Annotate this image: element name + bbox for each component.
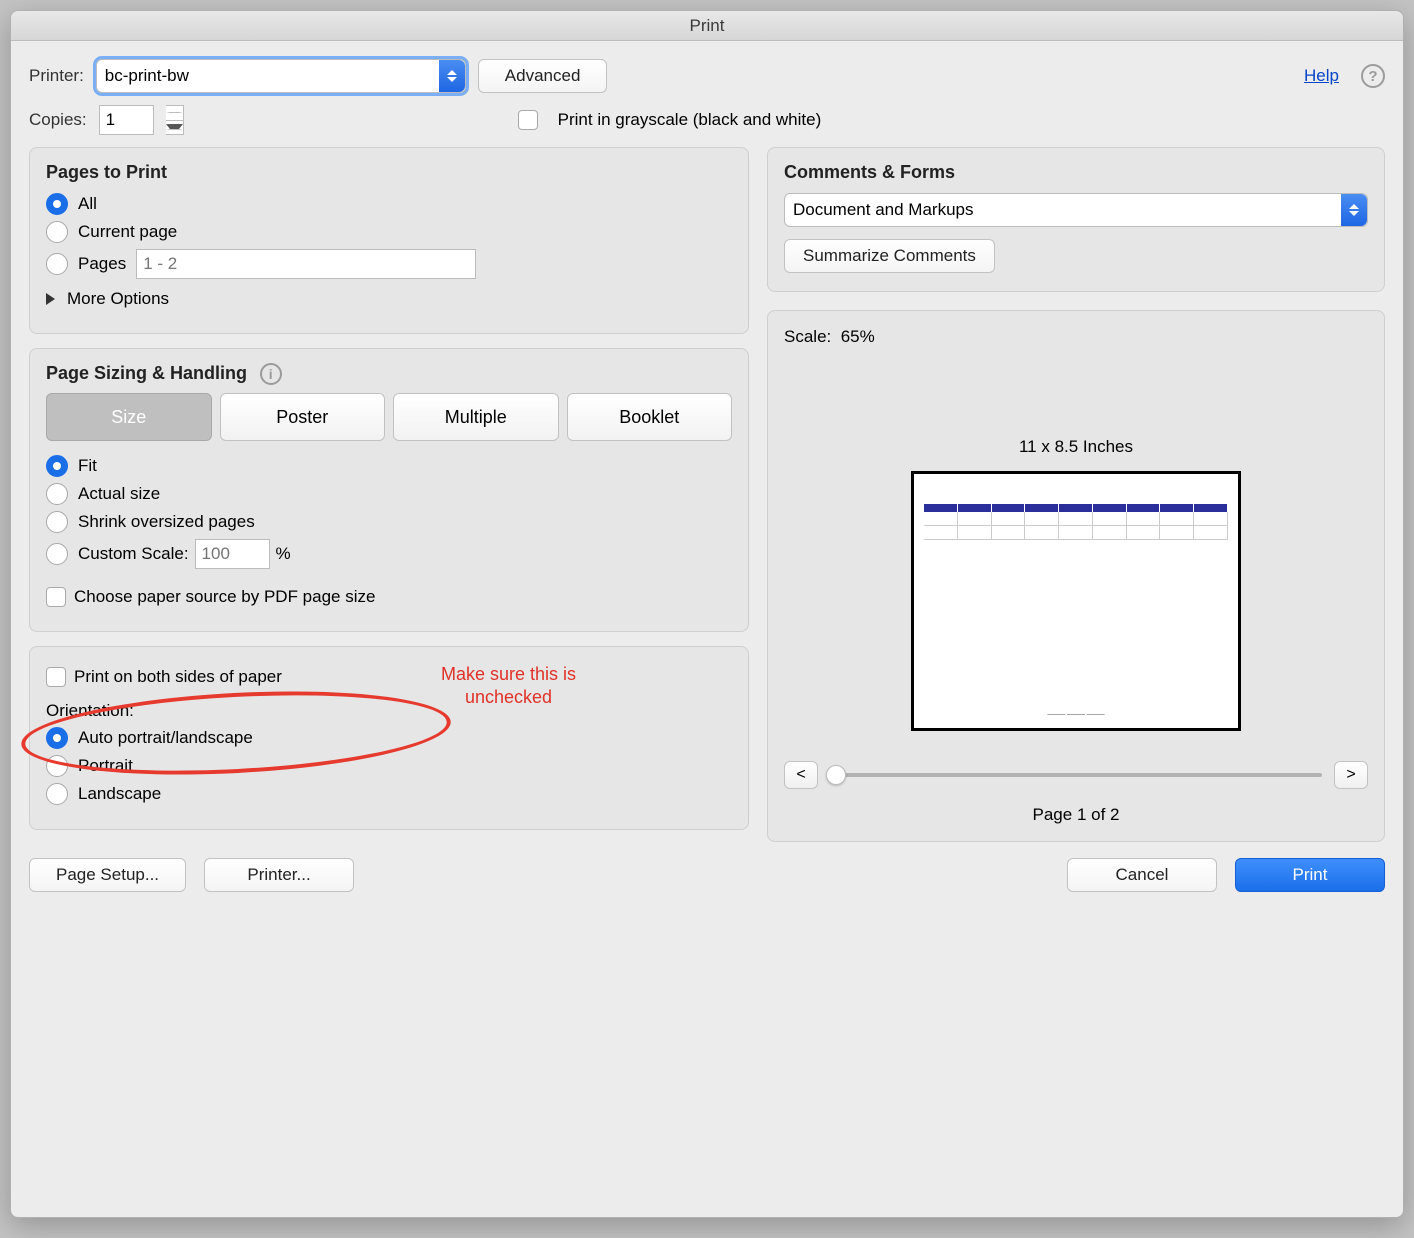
preview-panel: Scale: 65% 11 x 8.5 Inches ——— ——— ——— [767,310,1385,842]
radio-orient-auto[interactable] [46,727,68,749]
page-indicator: Page 1 of 2 [784,805,1368,825]
printer-select[interactable]: bc-print-bw [96,59,466,93]
pages-panel-title: Pages to Print [46,162,732,183]
radio-shrink[interactable] [46,511,68,533]
radio-orient-portrait[interactable] [46,755,68,777]
help-icon[interactable]: ? [1361,64,1385,88]
pages-to-print-panel: Pages to Print All Current page Pages Mo… [29,147,749,334]
grayscale-label: Print in grayscale (black and white) [558,110,822,130]
preview-dimensions: 11 x 8.5 Inches [784,437,1368,457]
preview-prev-button[interactable]: < [784,761,818,789]
info-icon[interactable]: i [260,363,282,385]
radio-actual[interactable] [46,483,68,505]
page-sizing-panel: Page Sizing & Handling i Size Poster Mul… [29,348,749,632]
choose-source-checkbox[interactable] [46,587,66,607]
printer-button[interactable]: Printer... [204,858,354,892]
copies-input[interactable] [99,105,154,135]
radio-current[interactable] [46,221,68,243]
comments-forms-panel: Comments & Forms Document and Markups Su… [767,147,1385,292]
printer-label: Printer: [29,66,84,86]
printer-row: Printer: bc-print-bw Advanced Help ? [29,59,1385,93]
orient-portrait-label: Portrait [78,756,133,776]
chevron-updown-icon [439,60,465,92]
preview-slider[interactable] [830,773,1322,777]
tab-booklet[interactable]: Booklet [567,393,733,441]
percent-label: % [276,544,291,564]
tab-size[interactable]: Size [46,393,212,441]
custom-scale-input[interactable] [195,539,270,569]
custom-scale-label: Custom Scale: [78,544,189,564]
pages-range-input[interactable] [136,249,476,279]
copies-row: Copies: Print in grayscale (black and wh… [29,105,1385,135]
print-dialog: Print Printer: bc-print-bw Advanced Help… [10,10,1404,1218]
tab-multiple[interactable]: Multiple [393,393,559,441]
radio-pages-label: Pages [78,254,126,274]
choose-source-label: Choose paper source by PDF page size [74,587,375,607]
copies-stepper[interactable] [166,105,184,135]
radio-orient-landscape[interactable] [46,783,68,805]
scale-label: Scale: [784,327,831,346]
copies-label: Copies: [29,110,87,130]
dialog-footer: Page Setup... Printer... Cancel Print [29,858,1385,892]
radio-all[interactable] [46,193,68,215]
comments-dropdown[interactable]: Document and Markups [784,193,1368,227]
tab-poster[interactable]: Poster [220,393,386,441]
radio-actual-label: Actual size [78,484,160,504]
both-sides-label: Print on both sides of paper [74,667,282,687]
dialog-content: Printer: bc-print-bw Advanced Help ? Cop… [11,41,1403,1217]
advanced-button[interactable]: Advanced [478,59,608,93]
radio-custom-scale[interactable] [46,543,68,565]
radio-current-label: Current page [78,222,177,242]
preview-next-button[interactable]: > [1334,761,1368,789]
orientation-panel: Print on both sides of paper Orientation… [29,646,749,830]
orientation-label: Orientation: [46,701,732,721]
more-options-label[interactable]: More Options [67,289,169,309]
help-link[interactable]: Help [1304,66,1339,86]
radio-all-label: All [78,194,97,214]
printer-value: bc-print-bw [105,66,189,86]
disclosure-triangle-icon[interactable] [46,293,55,305]
page-setup-button[interactable]: Page Setup... [29,858,186,892]
orient-auto-label: Auto portrait/landscape [78,728,253,748]
print-button[interactable]: Print [1235,858,1385,892]
both-sides-checkbox[interactable] [46,667,66,687]
preview-content [924,504,1228,540]
radio-pages[interactable] [46,253,68,275]
sizing-title: Page Sizing & Handling [46,363,247,383]
scale-value: 65% [841,327,875,346]
grayscale-checkbox[interactable] [518,110,538,130]
chevron-updown-icon [1341,194,1367,226]
window-title: Print [11,11,1403,41]
page-preview: ——— ——— ——— [911,471,1241,731]
summarize-comments-button[interactable]: Summarize Comments [784,239,995,273]
radio-shrink-label: Shrink oversized pages [78,512,255,532]
slider-thumb[interactable] [826,765,846,785]
radio-fit[interactable] [46,455,68,477]
cancel-button[interactable]: Cancel [1067,858,1217,892]
comments-title: Comments & Forms [784,162,1368,183]
comments-dropdown-value: Document and Markups [793,200,973,220]
radio-fit-label: Fit [78,456,97,476]
orient-landscape-label: Landscape [78,784,161,804]
